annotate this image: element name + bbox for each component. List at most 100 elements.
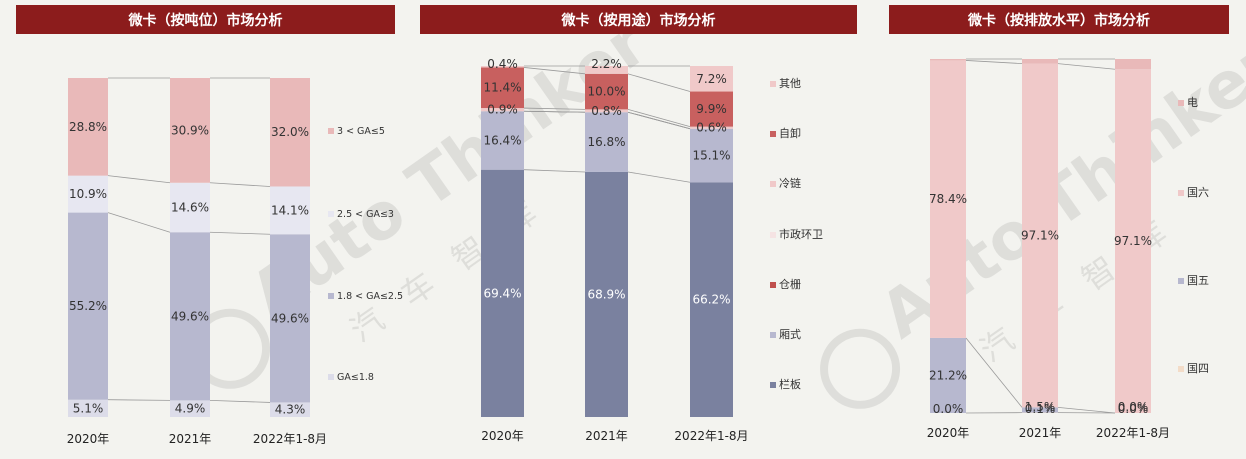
legend-label: 其他 [779, 77, 801, 90]
bar-segment [170, 78, 210, 183]
bar-segment [170, 400, 210, 417]
legend-item: 3 < GA≤5 [328, 126, 385, 137]
data-label: 28.8% [69, 120, 107, 134]
legend-swatch [328, 128, 334, 134]
series-connector-line [107, 212, 171, 233]
bar-segment [690, 126, 733, 129]
data-label: 5.1% [73, 401, 104, 415]
legend-swatch [770, 332, 776, 338]
legend-label: 仓栅 [779, 277, 801, 291]
bar-segment [170, 182, 210, 233]
data-label: 55.2% [69, 299, 107, 313]
data-label: 15.1% [692, 149, 730, 163]
legend-item: 国六 [1178, 186, 1209, 199]
legend-item: 自卸 [770, 126, 801, 140]
data-label: 32.0% [271, 125, 309, 139]
x-tick-label: 2021年 [169, 432, 212, 446]
chart-title-bar [889, 5, 1229, 34]
data-label: 1.5% [1025, 400, 1056, 414]
legend-swatch [328, 211, 334, 217]
bar-segment [481, 67, 524, 109]
legend-label: 国五 [1187, 274, 1209, 287]
bar-segment [68, 212, 108, 400]
legend-label: 市政环卫 [779, 227, 823, 241]
legend-swatch [1178, 278, 1184, 284]
data-label: 0.0% [1118, 400, 1149, 414]
bar-segment [585, 109, 628, 113]
data-label: 69.4% [483, 286, 521, 300]
series-connector-line [627, 73, 691, 92]
bar-segment [585, 73, 628, 110]
legend-item: 1.8 < GA≤2.5 [328, 291, 403, 302]
bar-segment [270, 234, 310, 403]
data-label: 0.9% [487, 103, 518, 117]
series-connector-line [523, 107, 586, 110]
bar-segment [930, 59, 966, 61]
data-label: 11.4% [483, 81, 521, 95]
legend-label: 厢式 [779, 328, 801, 341]
series-connector-line [1057, 63, 1116, 70]
bar-segment [270, 186, 310, 235]
chart-panels: 微卡（按吨位）市场分析 5.1% 55.2% 10.9% 28.8% 4.9% 49.6% 1… [16, 5, 1229, 446]
series-connector-line [965, 337, 1023, 408]
x-tick-label: 2021年 [1019, 426, 1062, 440]
data-label: 2.2% [591, 57, 622, 71]
bar-segment [68, 399, 108, 417]
bar-segment [690, 91, 733, 127]
data-label: 0.6% [696, 121, 727, 135]
bar-segment [68, 78, 108, 176]
data-label: 0.0% [933, 402, 964, 416]
x-tick-label: 2022年1-8月 [674, 429, 748, 443]
bar-segment [1022, 59, 1058, 64]
series-connector-line [627, 111, 691, 130]
series-connector-line [209, 182, 271, 187]
legend-label: 冷链 [779, 176, 801, 190]
legend-swatch [1178, 190, 1184, 196]
data-label: 97.1% [1021, 228, 1059, 242]
data-label: 0.1% [1025, 402, 1056, 416]
legend-item: 其他 [770, 77, 801, 90]
data-label: 16.4% [483, 133, 521, 147]
bar-segment [270, 78, 310, 187]
bar-segment [1022, 407, 1058, 413]
legend-item: 仓栅 [770, 277, 801, 291]
bar-segment [1022, 63, 1058, 408]
legend-swatch [770, 181, 776, 187]
bar-segment [270, 402, 310, 417]
legend-label: 1.8 < GA≤2.5 [337, 291, 403, 302]
legend-label: GA≤1.8 [337, 372, 374, 383]
bar-segment [68, 175, 108, 213]
data-label: 30.9% [171, 123, 209, 137]
legend-swatch [770, 131, 776, 137]
data-label: 7.2% [696, 72, 727, 86]
series-connector-line [209, 231, 271, 235]
chart-panel-3: 微卡（按排放水平）市场分析 0.0% 21.2% 78.4% 0.1%1.5% 97.1%… [889, 5, 1229, 440]
x-tick-label: 2021年 [585, 429, 628, 443]
watermark-logo-icon [820, 328, 901, 409]
chart-panel-2: 微卡（按用途）市场分析 69.4% 16.4% 0.9% 11.4% 0.4% 68.9% 1… [420, 5, 857, 443]
bar-segment [585, 171, 628, 417]
bar-segment [930, 60, 966, 338]
legend-item: 栏板 [770, 377, 801, 391]
legend-item: GA≤1.8 [328, 372, 374, 383]
bar-segment [585, 66, 628, 74]
data-label: 14.1% [271, 203, 309, 217]
data-label: 4.9% [175, 402, 206, 416]
series-connector-line [627, 171, 691, 183]
legend-swatch [770, 282, 776, 288]
data-label: 21.2% [929, 368, 967, 382]
series-connector-line [107, 399, 171, 401]
series-connector-line [965, 60, 1023, 65]
legend-item: 电 [1178, 96, 1198, 109]
bar-segment [481, 108, 524, 112]
data-label: 10.0% [587, 85, 625, 99]
bar-segment [1115, 69, 1151, 414]
legend-swatch [328, 293, 334, 299]
legend-label: 3 < GA≤5 [337, 126, 385, 137]
legend-item: 冷链 [770, 176, 801, 190]
legend-label: 栏板 [779, 377, 801, 391]
legend-item: 厢式 [770, 328, 801, 341]
legend-label: 自卸 [779, 126, 801, 140]
data-label: 4.3% [275, 403, 306, 417]
